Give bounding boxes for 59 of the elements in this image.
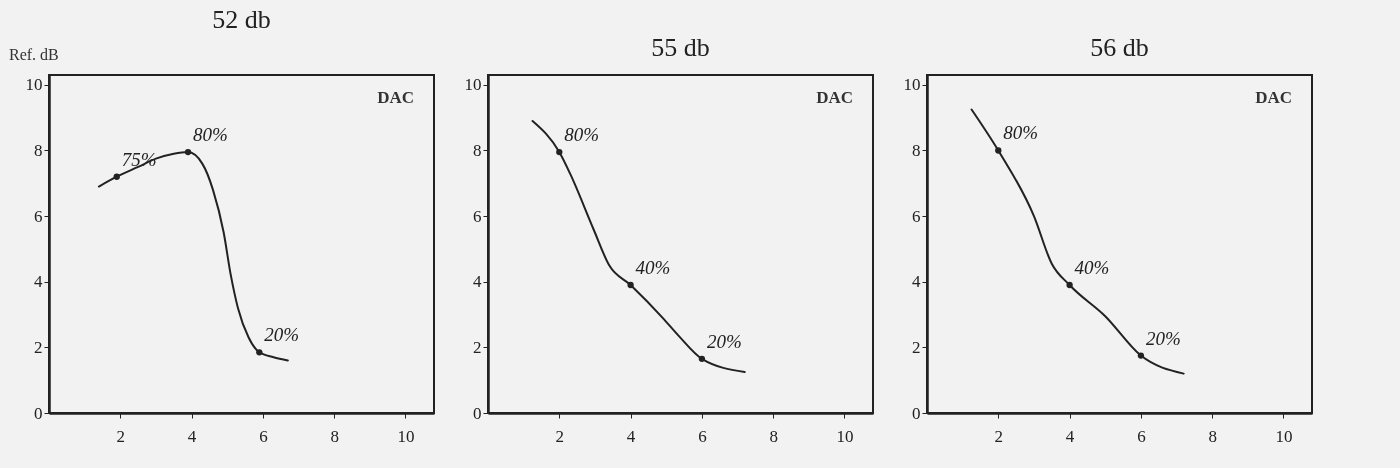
x-tick-label: 10 bbox=[397, 426, 415, 446]
y-tick-label: 6 bbox=[912, 206, 921, 226]
point bbox=[698, 355, 706, 363]
chart-title: 55 db bbox=[651, 33, 710, 62]
x-tick-label: 6 bbox=[259, 426, 268, 446]
point bbox=[1137, 352, 1145, 359]
x-tick-label: 2 bbox=[116, 426, 126, 446]
y-tick-label: 10 bbox=[464, 75, 482, 95]
annotation: 20% bbox=[706, 330, 742, 352]
annotation: 80% bbox=[193, 124, 228, 146]
y-tick-label: 4 bbox=[34, 272, 43, 292]
annotation: 80% bbox=[564, 124, 600, 146]
y-tick-label: 6 bbox=[473, 206, 482, 226]
x-tick-label: 10 bbox=[1275, 426, 1293, 446]
y-tick-label: 8 bbox=[34, 140, 43, 160]
x-tick-label: 4 bbox=[1065, 426, 1075, 446]
annotation: 80% bbox=[1003, 122, 1039, 144]
line-series bbox=[531, 119, 746, 373]
annotation: DAC bbox=[377, 88, 414, 107]
point bbox=[184, 148, 192, 156]
line-series bbox=[970, 108, 1185, 375]
x-tick-label: 10 bbox=[836, 426, 854, 446]
y-tick-label: 2 bbox=[34, 337, 43, 357]
y-tick-label: 10 bbox=[903, 75, 921, 95]
annotation: 40% bbox=[635, 257, 671, 279]
y-tick-label: 10 bbox=[25, 75, 43, 95]
annotation: DAC bbox=[816, 88, 853, 107]
y-tick-label: 4 bbox=[473, 272, 482, 292]
y-tick-label: 0 bbox=[912, 403, 921, 423]
y-tick-label: 4 bbox=[912, 272, 921, 292]
y-tick-label: 6 bbox=[34, 206, 43, 226]
x-tick-label: 2 bbox=[555, 426, 565, 446]
annotation: DAC bbox=[1255, 88, 1292, 107]
point bbox=[627, 281, 634, 289]
y-tick-label: 2 bbox=[473, 337, 482, 357]
y-tick-label: 2 bbox=[912, 337, 921, 357]
x-tick-label: 6 bbox=[1137, 426, 1146, 446]
point bbox=[995, 147, 1002, 154]
x-tick-label: 4 bbox=[626, 426, 636, 446]
chart-title: 52 db bbox=[212, 5, 271, 34]
x-tick-label: 4 bbox=[187, 426, 197, 446]
x-tick-label: 8 bbox=[330, 426, 339, 446]
x-tick-label: 6 bbox=[698, 426, 707, 446]
chart-title: 56 db bbox=[1090, 33, 1149, 62]
y-tick-label: 0 bbox=[473, 403, 482, 423]
x-tick-label: 8 bbox=[769, 426, 778, 446]
point bbox=[256, 349, 263, 356]
y-tick-label: 8 bbox=[473, 140, 482, 160]
point bbox=[113, 173, 120, 180]
x-tick-label: 8 bbox=[1208, 426, 1217, 446]
x-tick-label: 2 bbox=[994, 426, 1004, 446]
y-tick-label: 0 bbox=[34, 403, 43, 423]
y-tick-label: 8 bbox=[912, 140, 921, 160]
annotation: 20% bbox=[264, 324, 300, 346]
text: Ref. dB bbox=[9, 46, 59, 63]
annotation: 40% bbox=[1074, 257, 1110, 279]
annotation: 20% bbox=[1145, 327, 1181, 349]
point bbox=[1066, 281, 1073, 289]
point bbox=[556, 148, 563, 156]
